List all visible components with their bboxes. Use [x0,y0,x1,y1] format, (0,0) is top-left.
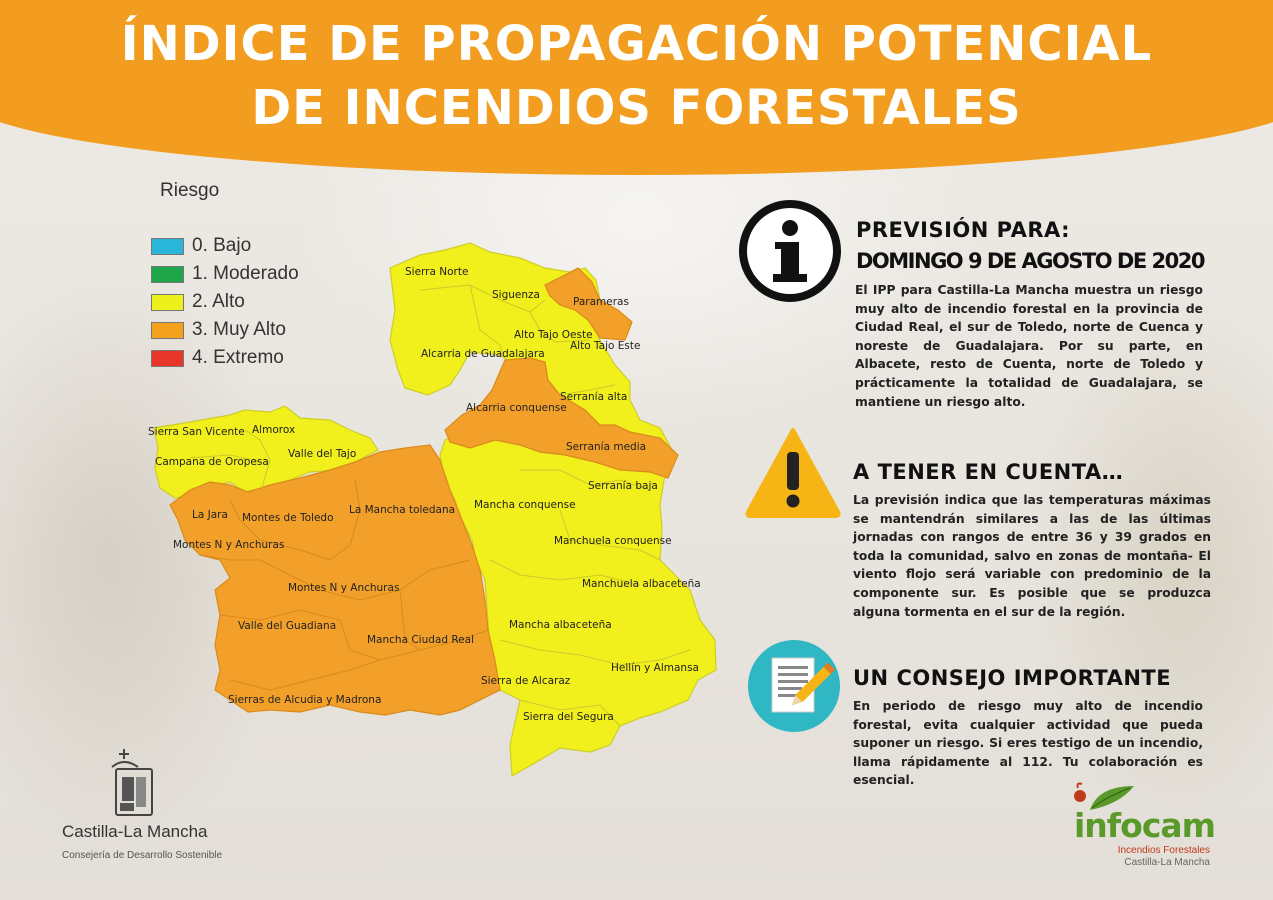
title-line-1: ÍNDICE DE PROPAGACIÓN POTENCIAL [120,16,1153,72]
map-label-montes-n-anchuras-2: Montes N y Anchuras [288,582,399,594]
legend-swatch [151,293,184,311]
map-label-sierra-san-vicente: Sierra San Vicente [148,426,245,438]
map-label-sierra-segura: Sierra del Segura [523,711,614,723]
brand-subtitle-1: Incendios Forestales [1117,845,1210,856]
document-pencil-icon [746,638,842,738]
castilla-la-mancha-crest-icon [62,745,162,825]
info-icon [737,198,843,308]
legend-swatch [151,265,184,283]
legend-swatch [151,237,184,255]
map-label-mancha-albacetena: Mancha albaceteña [509,619,612,631]
map-label-sierra-alcaraz: Sierra de Alcaraz [481,675,571,687]
map-label-manchuela-albacetena: Manchuela albaceteña [582,578,701,590]
map-label-mancha-toledana: La Mancha toledana [349,504,455,516]
map-label-valle-guadiana: Valle del Guadiana [238,620,336,632]
advice-title: UN CONSEJO IMPORTANTE [853,666,1172,690]
map-label-campana-oropesa: Campana de Oropesa [155,456,269,468]
map-label-montes-n-anchuras-1: Montes N y Anchuras [173,539,284,551]
brand-name: infocam [1074,806,1216,845]
header-banner [0,0,1273,175]
forecast-title-2: DOMINGO 9 DE AGOSTO DE 2020 [856,249,1205,273]
legend-item-alto: 2. Alto [151,288,299,316]
legend-label: 3. Muy Alto [192,319,286,340]
legend-item-muy-alto: 3. Muy Alto [151,316,299,344]
map-label-serrania-alta: Serranía alta [560,391,627,403]
warning-icon [742,424,844,524]
map-label-alcarria-guadalajara: Alcarria de Guadalajara [421,348,545,360]
legend-label: 4. Extremo [192,347,284,368]
map-label-sierras-alcudia: Sierras de Alcudia y Madrona [228,694,381,706]
legend-item-bajo: 0. Bajo [151,232,299,260]
legend: 0. Bajo 1. Moderado 2. Alto 3. Muy Alto … [151,232,299,372]
legend-swatch [151,349,184,367]
title-line-2: DE INCENDIOS FORESTALES [251,80,1022,136]
warning-text: La previsión indica que las temperaturas… [853,493,1211,619]
infocam-leaf-icon [1068,780,1138,818]
advice-text: En periodo de riesgo muy alto de incendi… [853,699,1203,788]
forecast-text: El IPP para Castilla-La Mancha muestra u… [855,283,1203,409]
internal-borders [189,284,691,727]
map-label-manchuela-conquense: Manchuela conquense [554,535,672,547]
legend-swatch [151,321,184,339]
warning-title: A TENER EN CUENTA… [853,460,1124,484]
legend-label: 0. Bajo [192,235,252,256]
map-label-alto-tajo-oeste: Alto Tajo Oeste [514,329,593,341]
forecast-title-1: PREVISIÓN PARA: [856,218,1071,242]
legend-item-extremo: 4. Extremo [151,344,299,372]
region-alcarria-serrania [444,357,679,479]
legend-label: 2. Alto [192,291,245,312]
map-label-mancha-ciudad-real: Mancha Ciudad Real [367,634,474,646]
org-name: Castilla-La Mancha [62,822,208,841]
brand-subtitle-2: Castilla-La Mancha [1124,857,1210,868]
internal-borders-orange [199,479,489,691]
region-parameras [544,267,633,341]
map-label-hellin-almansa: Hellín y Almansa [611,662,699,674]
map-label-sierra-norte: Sierra Norte [405,266,468,278]
map-label-la-jara: La Jara [192,509,228,521]
legend-label: 1. Moderado [192,263,299,284]
legend-item-moderado: 1. Moderado [151,260,299,288]
map-label-almorox: Almorox [252,424,295,436]
legend-title: Riesgo [160,180,220,201]
org-subtitle: Consejería de Desarrollo Sostenible [62,850,223,861]
map-label-alcarria-conquense: Alcarria conquense [466,402,567,414]
map-label-montes-toledo: Montes de Toledo [242,512,334,524]
map-label-parameras: Parameras [573,296,629,308]
map-label-serrania-baja: Serranía baja [588,480,658,492]
map-label-mancha-conquense: Mancha conquense [474,499,576,511]
map-label-alto-tajo-este: Alto Tajo Este [570,340,640,352]
map-label-siguenza: Siguenza [492,289,540,301]
page-title: ÍNDICE DE PROPAGACIÓN POTENCIAL DE INCEN… [0,12,1273,140]
map-label-serrania-media: Serranía media [566,441,646,453]
map-label-valle-tajo: Valle del Tajo [288,448,356,460]
